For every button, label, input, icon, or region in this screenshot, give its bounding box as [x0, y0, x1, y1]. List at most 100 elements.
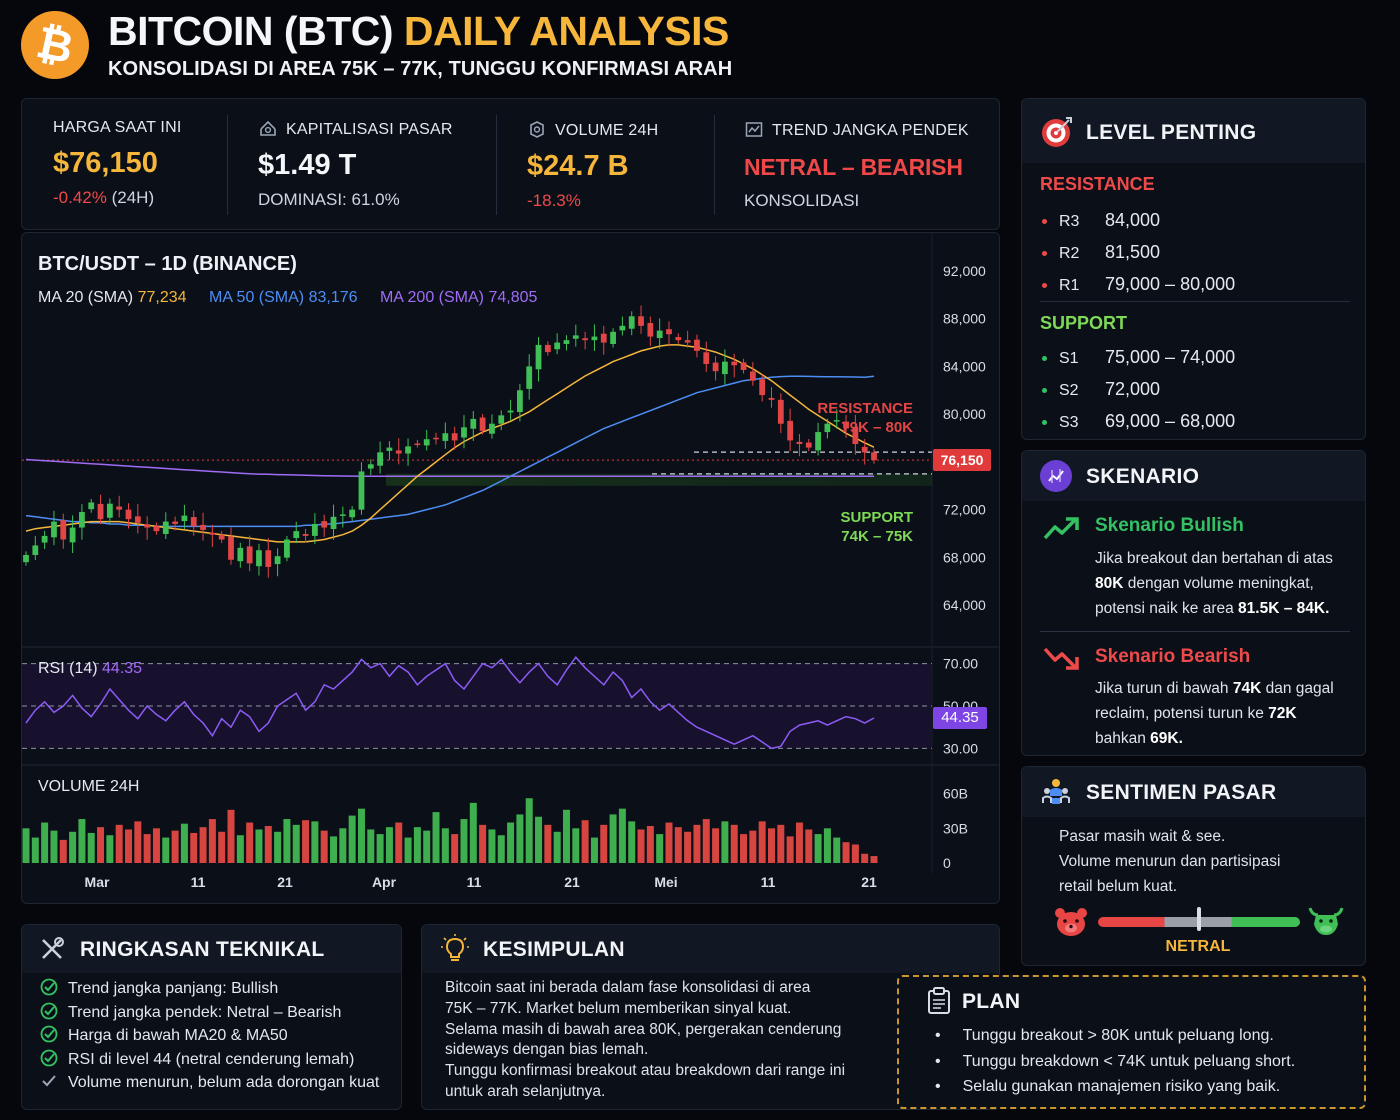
stat-trend-label-row: TREND JANGKA PENDEK — [744, 119, 989, 140]
chart-badge-icon — [1040, 460, 1072, 492]
candle-body — [656, 330, 663, 339]
volume-bar — [78, 819, 86, 863]
x-tick-label: Mei — [654, 874, 677, 890]
candle — [517, 383, 523, 422]
x-tick-label: 21 — [564, 874, 580, 890]
candle — [284, 535, 290, 562]
candle-body — [759, 379, 766, 396]
candle-body — [470, 418, 477, 429]
candle — [69, 515, 76, 554]
candle — [349, 506, 356, 521]
sentimen-title: SENTIMEN PASAR — [1086, 781, 1277, 804]
candle — [535, 337, 542, 382]
candle-body — [638, 316, 644, 326]
candle-body — [349, 509, 356, 518]
candle-body — [517, 390, 523, 413]
rsi-level-label: 70.00 — [943, 656, 978, 672]
rsi-value-inline: 44.35 — [102, 660, 143, 677]
volume-bar — [87, 832, 95, 863]
rsi-label: RSI (14) — [38, 660, 98, 677]
candle-body — [591, 336, 598, 341]
volume-bar — [460, 819, 468, 863]
bullish-text: Jika breakout dan bertahan di atas 80K d… — [1095, 546, 1360, 621]
stats-bar: HARGA SAAT INI $76,150 -0.42% (24H) KAPI… — [21, 98, 1000, 230]
volume-bar — [97, 827, 105, 863]
volume-bar — [693, 824, 701, 863]
candle — [470, 411, 477, 441]
price-chart: 92,00088,00084,00080,00076,00072,00068,0… — [22, 233, 999, 890]
volume-bar — [572, 828, 580, 863]
volume-bar — [562, 809, 570, 863]
bearish-emph: 72K — [1268, 705, 1297, 722]
candle-body — [684, 340, 691, 343]
support-value: 69,000 – 68,000 — [1105, 411, 1236, 431]
candle-body — [647, 322, 654, 337]
volume-bar — [59, 839, 67, 863]
volume-bar — [637, 829, 645, 863]
candle — [871, 448, 877, 464]
volume-bar — [451, 834, 459, 863]
stat-price-change-row: -0.42% (24H) — [53, 188, 223, 208]
stat-volume-value: $24.7 B — [527, 150, 629, 182]
volume-bar — [255, 829, 263, 863]
candle-body — [358, 471, 365, 510]
kesimpulan-text: Bitcoin saat ini berada dalam fase konso… — [445, 978, 845, 1103]
volume-bar — [199, 827, 207, 863]
sentimen-text: Pasar masih wait & see. Volume menurun d… — [1059, 824, 1280, 899]
current-price-tag: 76,150 — [933, 449, 991, 472]
volume-bar — [544, 824, 552, 863]
bullish-title: Skenario Bullish — [1095, 515, 1244, 536]
candle-body — [97, 503, 104, 520]
candle-body — [498, 415, 505, 424]
volume-bar — [777, 824, 785, 863]
volume-bar — [479, 824, 487, 863]
candle — [675, 333, 682, 344]
ma20-line — [25, 344, 875, 543]
candle — [694, 334, 700, 358]
trend-chart-icon — [745, 122, 763, 137]
x-tick-label: 21 — [277, 874, 293, 890]
candle-body — [535, 344, 542, 370]
lightbulb-icon — [441, 934, 469, 961]
candle — [302, 528, 309, 543]
ringkasan-item: Trend jangka panjang: Bullish — [40, 977, 379, 1001]
candle — [582, 331, 589, 350]
volume-bar — [646, 826, 654, 863]
support-zone-label-2: 74K – 75K — [841, 528, 913, 545]
volume-bar — [125, 829, 132, 863]
check-mark-icon — [42, 1075, 56, 1087]
candle — [88, 498, 95, 513]
resistance-item: R1 79,000 – 80,000 — [1042, 269, 1235, 301]
volume-bar — [22, 828, 30, 863]
volume-bar — [292, 824, 300, 863]
candle-body — [507, 410, 514, 413]
skenario-header — [1022, 451, 1365, 501]
candle — [787, 408, 794, 452]
bullish-line: 80K dengan volume meningkat, — [1095, 571, 1360, 596]
candle — [833, 409, 840, 429]
resistance-zone-label-2: 79K – 80K — [841, 419, 913, 436]
stat-volume: VOLUME 24H $24.7 B -18.3% — [527, 119, 707, 211]
stat-volume-label: VOLUME 24H — [555, 122, 659, 139]
volume-bar — [851, 844, 859, 863]
volume-bar — [497, 835, 505, 863]
candle — [759, 374, 766, 402]
candle — [200, 512, 206, 541]
volume-bar — [208, 819, 216, 863]
candle — [60, 513, 67, 549]
stat-divider — [227, 115, 228, 215]
volume-bar — [320, 830, 328, 863]
candle — [507, 399, 514, 421]
candle — [815, 422, 821, 456]
candle — [824, 418, 831, 439]
candle — [600, 325, 607, 355]
candle — [489, 414, 495, 439]
candle-body — [228, 536, 234, 560]
ringkasan-item-text: Trend jangka pendek: Netral – Bearish — [68, 1003, 342, 1021]
box-icon — [530, 121, 544, 138]
bearish-text-part: dan gagal — [1261, 680, 1334, 697]
volume-bar — [628, 821, 636, 863]
resistance-zone-label-1: RESISTANCE — [817, 400, 913, 417]
x-tick-label: 11 — [467, 874, 482, 890]
candle — [265, 538, 272, 578]
